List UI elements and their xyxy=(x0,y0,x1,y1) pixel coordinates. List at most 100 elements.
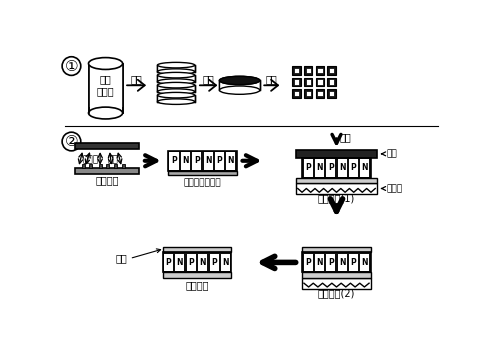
Bar xyxy=(163,272,231,278)
Bar xyxy=(315,253,324,271)
Bar xyxy=(316,78,324,86)
Bar xyxy=(316,89,324,98)
Bar xyxy=(304,89,312,98)
Text: N: N xyxy=(222,258,229,267)
Bar xyxy=(303,253,313,271)
Bar xyxy=(327,66,336,74)
Text: P: P xyxy=(351,258,356,267)
Ellipse shape xyxy=(219,76,260,84)
Bar xyxy=(305,79,311,84)
Text: N: N xyxy=(362,258,368,267)
Ellipse shape xyxy=(158,62,194,68)
Text: 焊接过程(2): 焊接过程(2) xyxy=(318,288,355,298)
Bar xyxy=(198,253,207,271)
Bar xyxy=(107,164,109,168)
Bar xyxy=(158,95,194,102)
Text: P: P xyxy=(305,258,311,267)
Bar xyxy=(329,91,334,96)
Bar xyxy=(317,79,323,84)
Text: P: P xyxy=(351,163,356,172)
Bar xyxy=(329,79,334,84)
Text: ①: ① xyxy=(65,59,78,73)
Text: 导线: 导线 xyxy=(116,253,128,263)
Ellipse shape xyxy=(158,69,194,74)
Text: 陷瓷基板: 陷瓷基板 xyxy=(95,175,119,185)
Bar xyxy=(158,75,194,82)
Ellipse shape xyxy=(158,72,194,78)
Text: P: P xyxy=(217,156,222,165)
Bar xyxy=(338,159,347,176)
Ellipse shape xyxy=(219,76,260,84)
Text: 电极: 电极 xyxy=(107,155,118,164)
Bar xyxy=(329,68,334,73)
Bar xyxy=(168,151,237,171)
Bar xyxy=(181,152,190,170)
Bar xyxy=(302,252,371,272)
Text: N: N xyxy=(182,156,189,165)
Bar xyxy=(303,159,313,176)
Bar xyxy=(210,253,218,271)
Text: P: P xyxy=(194,156,200,165)
Bar xyxy=(302,272,371,278)
Text: P: P xyxy=(211,258,217,267)
Bar xyxy=(215,152,224,170)
Text: P: P xyxy=(165,258,171,267)
Bar xyxy=(158,65,194,71)
Bar xyxy=(164,253,173,271)
Bar xyxy=(327,78,336,86)
Ellipse shape xyxy=(219,86,260,94)
Text: N: N xyxy=(177,258,183,267)
Bar xyxy=(292,89,301,98)
Bar xyxy=(316,66,324,74)
Bar xyxy=(163,252,231,272)
Bar xyxy=(302,278,371,289)
Bar xyxy=(75,168,139,174)
Text: N: N xyxy=(339,258,346,267)
Bar xyxy=(294,68,300,73)
Bar xyxy=(302,247,371,252)
Bar xyxy=(296,178,377,183)
Ellipse shape xyxy=(88,107,123,119)
Bar xyxy=(175,253,185,271)
Bar xyxy=(192,152,201,170)
Ellipse shape xyxy=(158,89,194,95)
Text: N: N xyxy=(205,156,211,165)
Bar xyxy=(327,89,336,98)
Bar xyxy=(158,75,194,81)
Bar xyxy=(296,183,377,194)
Text: 切片: 切片 xyxy=(131,74,142,84)
Bar xyxy=(89,164,92,168)
Text: P: P xyxy=(328,258,334,267)
Text: N: N xyxy=(339,163,346,172)
Ellipse shape xyxy=(88,58,123,69)
Bar xyxy=(88,63,123,113)
Bar xyxy=(204,152,213,170)
Text: N: N xyxy=(362,163,368,172)
Bar xyxy=(168,171,237,175)
Bar xyxy=(220,81,259,90)
Text: P: P xyxy=(305,163,311,172)
Text: P: P xyxy=(328,163,334,172)
Bar xyxy=(304,66,312,74)
Bar xyxy=(338,253,347,271)
Bar xyxy=(292,66,301,74)
Bar xyxy=(75,143,139,149)
Bar xyxy=(88,63,123,107)
Text: 加压: 加压 xyxy=(340,133,352,143)
Bar xyxy=(158,65,194,72)
Bar xyxy=(327,253,335,271)
Bar xyxy=(99,164,102,168)
Ellipse shape xyxy=(158,79,194,84)
Bar xyxy=(219,81,260,90)
Bar xyxy=(349,253,358,271)
Bar xyxy=(360,253,369,271)
Bar xyxy=(294,79,300,84)
Text: N: N xyxy=(316,163,323,172)
Text: 定位并装入粒子: 定位并装入粒子 xyxy=(184,179,221,188)
Bar xyxy=(122,164,125,168)
Text: N: N xyxy=(199,258,206,267)
Bar xyxy=(82,164,84,168)
Bar xyxy=(304,78,312,86)
Bar xyxy=(114,164,117,168)
Bar xyxy=(169,152,179,170)
